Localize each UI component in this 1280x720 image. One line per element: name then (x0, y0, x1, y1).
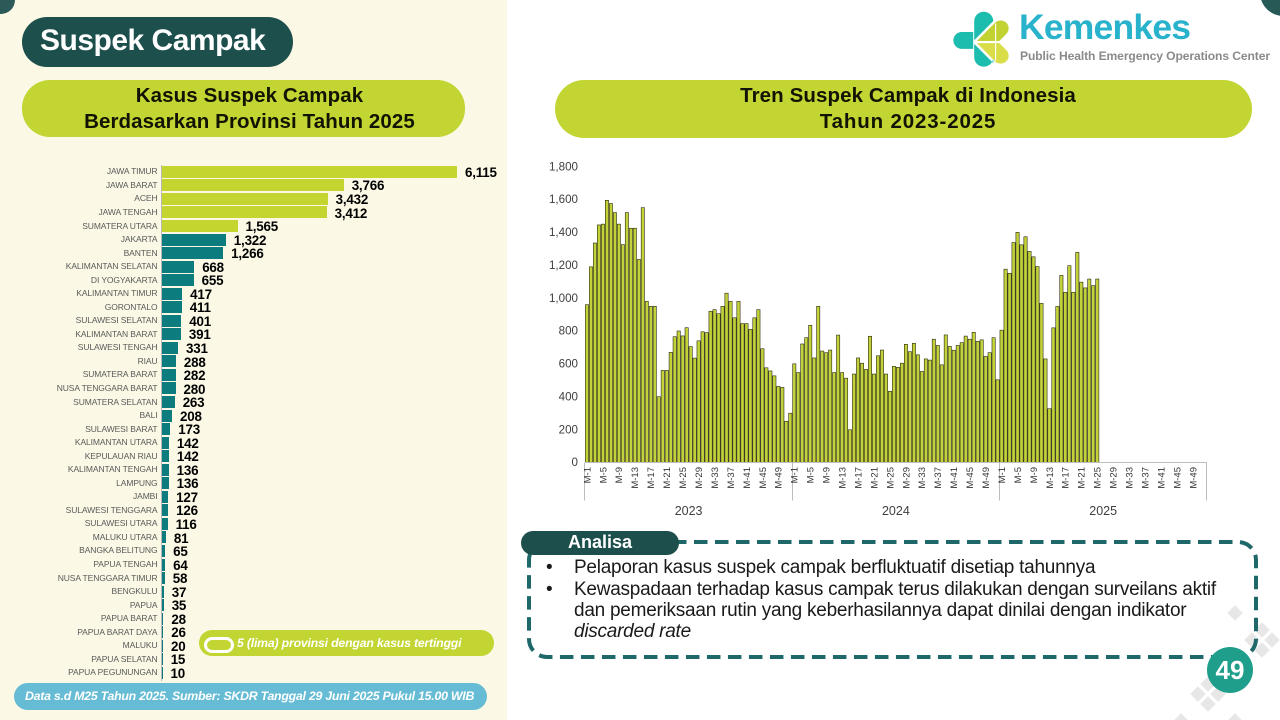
svg-text:400: 400 (559, 390, 578, 403)
svg-text:M-45: M-45 (758, 467, 769, 489)
svg-text:M-9: M-9 (1029, 467, 1040, 483)
svg-text:M-37: M-37 (933, 467, 944, 489)
svg-text:M-21: M-21 (869, 467, 880, 489)
svg-text:0: 0 (572, 456, 578, 469)
svg-text:M-49: M-49 (1188, 467, 1199, 489)
svg-text:M-37: M-37 (726, 467, 737, 489)
svg-text:800: 800 (559, 325, 578, 338)
svg-text:M-9: M-9 (614, 467, 625, 483)
svg-text:2024: 2024 (882, 504, 910, 518)
svg-text:2025: 2025 (1089, 504, 1117, 518)
svg-text:M-29: M-29 (694, 467, 705, 489)
svg-text:M-5: M-5 (598, 467, 609, 483)
svg-text:1,200: 1,200 (549, 259, 578, 272)
svg-text:M-45: M-45 (965, 467, 976, 489)
svg-text:2023: 2023 (675, 504, 703, 518)
svg-text:M-13: M-13 (1045, 467, 1056, 489)
svg-text:M-33: M-33 (1125, 467, 1136, 489)
svg-text:M-1: M-1 (790, 467, 801, 483)
svg-text:M-1: M-1 (582, 467, 593, 483)
svg-text:M-5: M-5 (806, 467, 817, 483)
svg-text:M-45: M-45 (1172, 467, 1183, 489)
svg-text:M-41: M-41 (1156, 467, 1167, 489)
svg-text:M-49: M-49 (981, 467, 992, 489)
svg-text:M-9: M-9 (822, 467, 833, 483)
svg-text:M-37: M-37 (1141, 467, 1152, 489)
svg-text:M-1: M-1 (997, 467, 1008, 483)
svg-text:1,800: 1,800 (549, 160, 578, 173)
svg-text:200: 200 (559, 423, 578, 436)
svg-text:1,400: 1,400 (549, 226, 578, 239)
svg-text:M-17: M-17 (646, 467, 657, 489)
svg-text:M-5: M-5 (1013, 467, 1024, 483)
svg-text:M-17: M-17 (853, 467, 864, 489)
svg-text:M-29: M-29 (1109, 467, 1120, 489)
svg-text:1,000: 1,000 (549, 292, 578, 305)
svg-text:M-29: M-29 (901, 467, 912, 489)
svg-text:600: 600 (559, 358, 578, 371)
svg-text:M-17: M-17 (1061, 467, 1072, 489)
svg-text:M-41: M-41 (949, 467, 960, 489)
svg-text:M-13: M-13 (630, 467, 641, 489)
svg-text:M-33: M-33 (917, 467, 928, 489)
svg-text:M-21: M-21 (662, 467, 673, 489)
svg-text:M-21: M-21 (1077, 467, 1088, 489)
svg-text:M-33: M-33 (710, 467, 721, 489)
svg-text:M-13: M-13 (838, 467, 849, 489)
svg-text:M-41: M-41 (742, 467, 753, 489)
svg-text:M-25: M-25 (885, 467, 896, 489)
svg-text:1,600: 1,600 (549, 193, 578, 206)
svg-text:M-49: M-49 (774, 467, 785, 489)
svg-text:M-25: M-25 (1093, 467, 1104, 489)
svg-text:M-25: M-25 (678, 467, 689, 489)
